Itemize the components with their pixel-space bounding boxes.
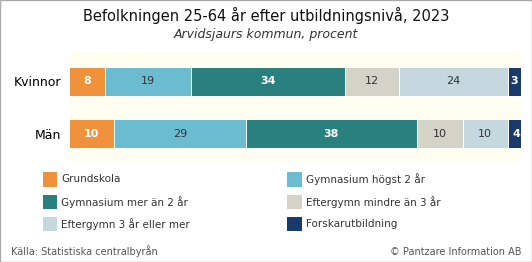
Text: 38: 38 — [324, 129, 339, 139]
Bar — [418, 119, 463, 148]
Text: Forskarutbildning: Forskarutbildning — [306, 219, 397, 229]
Bar — [105, 67, 192, 96]
Text: 10: 10 — [478, 129, 492, 139]
Text: 34: 34 — [260, 76, 276, 86]
Text: © Pantzare Information AB: © Pantzare Information AB — [390, 247, 521, 257]
Bar — [245, 119, 418, 148]
Bar — [508, 119, 526, 148]
Text: 29: 29 — [173, 129, 187, 139]
Text: 4: 4 — [513, 129, 521, 139]
Text: Gymnasium högst 2 år: Gymnasium högst 2 år — [306, 173, 425, 185]
Text: 3: 3 — [511, 76, 518, 86]
Text: 8: 8 — [84, 76, 91, 86]
Bar — [463, 119, 508, 148]
Text: 10: 10 — [433, 129, 447, 139]
Bar — [399, 67, 508, 96]
Text: 19: 19 — [141, 76, 155, 86]
Text: Eftergymn mindre än 3 år: Eftergymn mindre än 3 år — [306, 196, 440, 208]
Text: 24: 24 — [446, 76, 461, 86]
Text: Källa: Statistiska centralbyrån: Källa: Statistiska centralbyrån — [11, 245, 157, 257]
Text: Grundskola: Grundskola — [61, 174, 121, 184]
Text: 10: 10 — [84, 129, 99, 139]
Bar — [69, 119, 114, 148]
Bar — [345, 67, 399, 96]
Text: Eftergymn 3 år eller mer: Eftergymn 3 år eller mer — [61, 218, 190, 230]
Bar — [69, 67, 105, 96]
Text: Gymnasium mer än 2 år: Gymnasium mer än 2 år — [61, 196, 188, 208]
Bar — [508, 67, 521, 96]
Bar — [114, 119, 245, 148]
Text: 12: 12 — [365, 76, 379, 86]
Text: Arvidsjaurs kommun, procent: Arvidsjaurs kommun, procent — [174, 28, 358, 41]
Text: Befolkningen 25-64 år efter utbildningsnivå, 2023: Befolkningen 25-64 år efter utbildningsn… — [83, 7, 449, 24]
Bar — [192, 67, 345, 96]
